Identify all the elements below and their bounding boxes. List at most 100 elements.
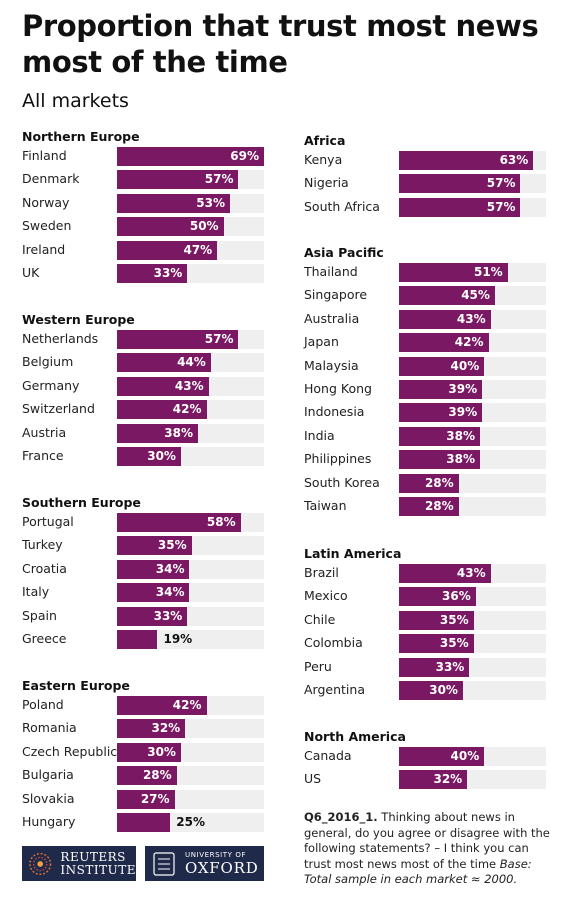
bar-track: 28% xyxy=(117,766,264,786)
bar-label: Hungary xyxy=(22,813,76,829)
bar-label: Slovakia xyxy=(22,790,75,806)
bar-label: Hong Kong xyxy=(304,380,372,396)
bar-value: 43% xyxy=(174,378,204,393)
bar-track: 27% xyxy=(117,789,264,809)
bar-row-japan: Japan 42% xyxy=(304,332,548,355)
bar-track: 30% xyxy=(117,742,264,762)
group-title: Western Europe xyxy=(22,312,135,327)
group-southern-europe: Southern Europe Portugal 58% Turkey 35% Croat… xyxy=(22,494,266,652)
bar-label: Greece xyxy=(22,630,67,646)
bar-value: 28% xyxy=(424,475,454,490)
bar-label: Indonesia xyxy=(304,404,365,420)
bar-track: 28% xyxy=(399,496,546,516)
bar xyxy=(117,789,175,809)
bar-track: 51% xyxy=(399,263,546,282)
bar-value: 33% xyxy=(153,608,183,623)
group-title: Southern Europe xyxy=(22,495,141,510)
bar-value: 42% xyxy=(172,698,202,712)
bar-row-mexico: Mexico 36% xyxy=(304,586,548,609)
bar-track: 53% xyxy=(117,193,264,213)
bar-row-brazil: Brazil 43% xyxy=(304,563,548,586)
group-africa: Africa Kenya 63% Nigeria 57% South Africa 57% xyxy=(304,132,548,220)
bar-track: 38% xyxy=(399,426,546,446)
bar-row-germany: Germany 43% xyxy=(22,376,266,399)
bar-value: 51% xyxy=(473,265,503,279)
bar-value: 57% xyxy=(486,199,516,214)
bar-value: 57% xyxy=(486,176,516,191)
bar-value: 39% xyxy=(448,381,478,396)
bar-label: Portugal xyxy=(22,514,74,529)
bar-label: Czech Republic xyxy=(22,743,118,759)
bar-row-chile: Chile 35% xyxy=(304,610,548,633)
bar-track: 34% xyxy=(117,559,264,579)
bar-value: 43% xyxy=(456,566,486,580)
bar xyxy=(399,426,480,446)
bar-row-norway: Norway 53% xyxy=(22,193,266,216)
bar-value: 36% xyxy=(442,589,471,604)
bar xyxy=(399,403,483,423)
bar xyxy=(399,587,476,607)
bar-value: 28% xyxy=(142,768,172,783)
group-latin-america: Latin America Brazil 43% Mexico 36% Chile 35% C… xyxy=(304,545,548,703)
base-note: Base: Total sample in each market ≈ 2000… xyxy=(304,856,532,887)
bar-label: Colombia xyxy=(304,635,363,651)
bar-value: 32% xyxy=(151,721,181,736)
bar xyxy=(117,696,207,715)
bar-track: 39% xyxy=(399,379,546,399)
bar-row-greece: Greece 19% xyxy=(22,629,266,652)
group-title: Eastern Europe xyxy=(22,678,130,693)
bar-row-thailand: Thailand 51% xyxy=(304,262,548,285)
bar xyxy=(399,473,459,493)
bar-row-slovakia: Slovakia 27% xyxy=(22,789,266,812)
bar-label: India xyxy=(304,427,335,443)
reuters-dots-icon xyxy=(29,852,52,875)
oxford-text: UNIVERSITY OF OXFORD xyxy=(185,851,259,877)
bar-row-hong-kong: Hong Kong 39% xyxy=(304,379,548,402)
bar-row-canada: Canada 40% xyxy=(304,746,548,769)
bar-label: Peru xyxy=(304,658,332,674)
bar-value: 63% xyxy=(499,153,529,167)
bar-value: 58% xyxy=(206,515,236,529)
bar-row-india: India 38% xyxy=(304,426,548,449)
bar-value: 50% xyxy=(189,219,219,234)
bar-label: Norway xyxy=(22,194,70,210)
bar-label: Australia xyxy=(304,310,360,326)
bar xyxy=(117,193,230,213)
bar xyxy=(399,657,470,677)
bar-track: 43% xyxy=(117,376,264,396)
bar-label: Taiwan xyxy=(304,497,347,513)
bar-value: 27% xyxy=(140,791,170,806)
bar-value: 19% xyxy=(163,631,193,646)
bar-value: 40% xyxy=(450,749,480,763)
bar-value: 30% xyxy=(147,744,176,759)
bar-value: 38% xyxy=(446,428,475,443)
bar-value: 53% xyxy=(196,195,225,210)
bar-value: 43% xyxy=(456,311,486,326)
bar xyxy=(117,559,190,579)
bar-row-argentina: Argentina 30% xyxy=(304,680,548,703)
bar-track: 50% xyxy=(117,217,264,237)
bar-label: Turkey xyxy=(22,537,63,553)
bar xyxy=(117,240,218,260)
bar-track: 42% xyxy=(117,400,264,420)
bar-label: UK xyxy=(22,264,40,280)
question-code: Q6_2016_1. xyxy=(304,810,378,824)
bar xyxy=(117,353,211,373)
group-eastern-europe: Eastern Europe Poland 42% Romania 32% Czech R… xyxy=(22,677,266,835)
bar-track: 30% xyxy=(117,446,264,466)
right-column: Africa Kenya 63% Nigeria 57% South Africa 57% A… xyxy=(304,132,548,802)
bar xyxy=(399,770,468,790)
bar-value: 34% xyxy=(155,585,185,600)
bar-value: 33% xyxy=(153,265,183,280)
bar-row-romania: Romania 32% xyxy=(22,718,266,741)
bar-track: 44% xyxy=(117,353,264,373)
bar-label: Austria xyxy=(22,424,67,440)
bar-row-netherlands: Netherlands 57% xyxy=(22,329,266,352)
bar-track: 30% xyxy=(399,680,546,700)
bar-row-australia: Australia 43% xyxy=(304,309,548,332)
bar-row-ireland: Ireland 47% xyxy=(22,240,266,263)
bar-value: 57% xyxy=(204,172,234,187)
bar-label: Canada xyxy=(304,748,352,763)
bar-row-turkey: Turkey 35% xyxy=(22,535,266,558)
bar-row-croatia: Croatia 34% xyxy=(22,559,266,582)
